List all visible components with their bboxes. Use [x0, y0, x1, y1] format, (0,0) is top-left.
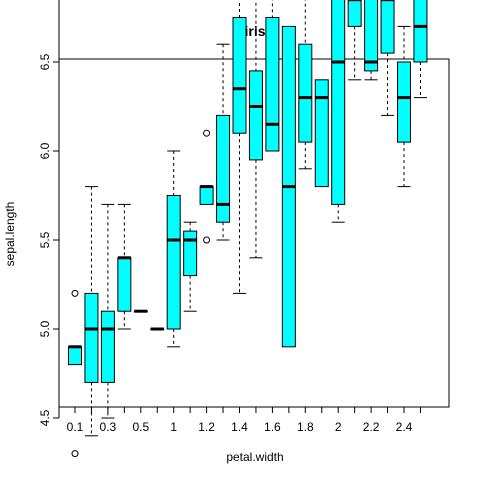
y-tick-label: 4.5 [38, 409, 52, 426]
box-group [117, 203, 132, 330]
box-group [331, 0, 346, 223]
y-tick-label: 6.5 [38, 53, 52, 70]
outlier-point [203, 236, 211, 244]
box [331, 0, 346, 205]
box-group [413, 0, 428, 99]
x-tick-label: 1.2 [198, 420, 215, 434]
x-axis: 0.1 0.3 0.5 1 1.2 1.4 1.6 1.8 2 2.2 2.4 [67, 406, 421, 434]
box-group [199, 129, 214, 244]
x-tick-label: 1.4 [231, 420, 248, 434]
y-tick-label: 5.0 [38, 320, 52, 337]
box [166, 195, 181, 330]
box-group [183, 221, 198, 312]
box-group [380, 0, 395, 116]
box [265, 17, 280, 152]
box [314, 79, 329, 188]
box [199, 186, 214, 205]
x-tick-label: 1.8 [297, 420, 314, 434]
y-tick-label: 5.5 [38, 231, 52, 248]
box-group [265, 0, 280, 152]
box [397, 61, 411, 143]
box-group [281, 25, 296, 348]
box [248, 70, 263, 161]
x-tick-label: 0.5 [132, 420, 149, 434]
box [298, 43, 313, 143]
box [347, 0, 362, 27]
x-tick-label: 1 [170, 420, 177, 434]
box-group [150, 327, 165, 331]
x-tick-label: 0.3 [100, 420, 117, 434]
box [100, 310, 115, 383]
box-group [166, 150, 181, 348]
x-tick-label: 1.6 [264, 420, 281, 434]
box [183, 230, 198, 277]
outlier-point [71, 450, 79, 458]
x-axis-label: petal.width [226, 450, 283, 464]
box-group [68, 289, 82, 458]
box [364, 0, 379, 72]
x-tick-label: 2.4 [396, 420, 413, 434]
box-group [248, 0, 263, 259]
box [84, 292, 99, 383]
x-tick-label: 2 [335, 420, 342, 434]
box-group [347, 0, 362, 81]
y-axis-label: sepal.length [3, 202, 17, 267]
outlier-point [71, 289, 79, 297]
box [68, 346, 82, 366]
box-group [100, 203, 115, 419]
chart-title: iris [244, 23, 265, 39]
box [216, 114, 231, 223]
box-group [314, 79, 329, 188]
y-axis: 4.55.05.56.06.57.07.58.0 [38, 0, 60, 426]
box-group [133, 309, 148, 313]
x-tick-label: 0.1 [67, 420, 84, 434]
box-group [216, 43, 231, 241]
y-tick-label: 6.0 [38, 142, 52, 159]
box-group [364, 0, 379, 81]
box-group [232, 0, 247, 294]
plot-marks [68, 0, 428, 458]
box-group [298, 0, 313, 170]
box [380, 0, 395, 54]
box [232, 17, 247, 134]
box [117, 257, 132, 312]
x-tick-label: 2.2 [363, 420, 380, 434]
outlier-point [203, 129, 211, 137]
box-group [397, 25, 411, 188]
box [413, 0, 428, 63]
box-group [84, 186, 99, 437]
